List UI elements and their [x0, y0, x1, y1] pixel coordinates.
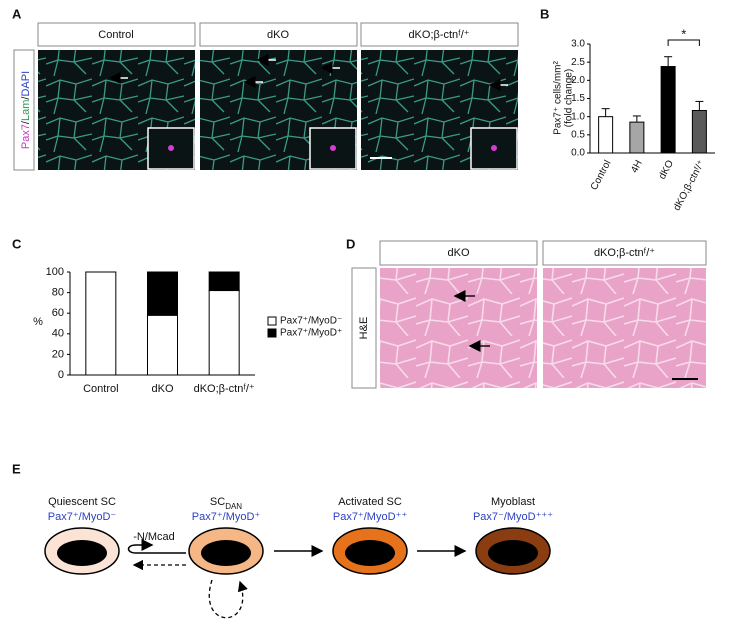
- edge-label: -N/Mcad: [133, 531, 175, 543]
- significance: *: [681, 26, 686, 41]
- column-header-box: [199, 22, 358, 47]
- pax7-cell: [168, 145, 174, 151]
- nucleus: [345, 540, 395, 566]
- stain-part: /: [20, 120, 32, 124]
- x-tick-label: dKO;β-ctnᶠ/⁺: [194, 383, 255, 395]
- nucleus: [201, 540, 251, 566]
- node-marker: Pax7⁺/MyoD⁺: [192, 511, 261, 523]
- y-tick-label: 1.5: [571, 93, 585, 104]
- significance-bracket: [667, 39, 700, 46]
- node-title: SCDAN: [210, 496, 242, 511]
- bar: [629, 121, 645, 154]
- stain-label: H&E: [358, 317, 370, 340]
- stain-part: /: [20, 96, 32, 100]
- bar-segment: [147, 314, 178, 376]
- node-marker: Pax7⁻/MyoD⁺⁺⁺: [473, 511, 553, 523]
- y-tick-label: 1.0: [571, 111, 585, 122]
- node-title: Activated SC: [338, 496, 402, 508]
- y-tick-label: 80: [52, 287, 64, 299]
- y-tick-label: 2.5: [571, 57, 585, 68]
- arrow-forward: [127, 539, 186, 554]
- inset: [147, 127, 195, 170]
- bar: [660, 66, 676, 154]
- stain-box: [13, 49, 35, 171]
- panel-label: E: [12, 461, 21, 476]
- y-tick-label: 2.0: [571, 75, 585, 86]
- bar-segment: [85, 271, 117, 376]
- panel-label: D: [346, 236, 355, 251]
- bar-segment: [208, 271, 240, 292]
- column-header: dKO;β-ctnᶠ/⁺: [408, 29, 469, 41]
- y-tick-label: 0.0: [571, 148, 585, 159]
- column-header-box: [542, 240, 707, 266]
- nucleus: [488, 540, 538, 566]
- legend-label: Pax7⁺/MyoD⁺: [280, 328, 342, 339]
- y-axis-label: Pax7⁺ cells/mm²: [553, 61, 564, 135]
- pax7-cell: [330, 145, 336, 151]
- x-tick-label: dKO: [151, 383, 173, 395]
- node-marker: Pax7⁺/MyoD⁺⁺: [333, 511, 407, 523]
- bar: [598, 116, 614, 154]
- legend-swatch: [267, 316, 277, 326]
- column-header-box: [37, 22, 196, 47]
- node-title: Quiescent SC: [48, 496, 116, 508]
- bar: [691, 109, 707, 154]
- panel-label: A: [12, 6, 22, 21]
- pax7-cell: [491, 145, 497, 151]
- column-header-box: [379, 240, 538, 266]
- legend-label: Pax7⁺/MyoD⁻: [280, 316, 342, 327]
- column-header: dKO: [267, 29, 289, 41]
- node-title: Myoblast: [491, 496, 535, 508]
- stain-part: DAPI: [20, 71, 32, 97]
- legend-swatch: [267, 328, 277, 338]
- bar-segment: [147, 271, 178, 316]
- y-tick-label: 3.0: [571, 39, 585, 50]
- y-tick-label: 0.5: [571, 129, 585, 140]
- y-tick-label: 100: [46, 266, 64, 278]
- column-header: dKO: [447, 247, 469, 259]
- panel-label: B: [540, 6, 549, 21]
- x-tick-label: dKO;β-ctnᶠ/⁺: [672, 158, 708, 212]
- node-title-sub: DAN: [225, 502, 242, 511]
- nucleus: [57, 540, 107, 566]
- y-tick-label: 40: [52, 328, 64, 340]
- histology-image: [380, 268, 537, 388]
- bar-segment: [208, 290, 240, 376]
- x-tick-label: 4H: [629, 158, 645, 174]
- y-tick-label: 60: [52, 307, 64, 319]
- stain-label: Pax7/Lam/DAPI: [20, 71, 32, 149]
- x-tick-label: Control: [589, 158, 614, 192]
- y-axis-label: (fold change): [564, 69, 575, 127]
- stain-part: Lam: [20, 100, 32, 121]
- node-title-base: SC: [210, 496, 225, 508]
- histology-image: [543, 268, 706, 388]
- column-header-box: [360, 22, 519, 47]
- node-marker: Pax7⁺/MyoD⁻: [48, 511, 117, 523]
- y-axis-label: %: [33, 316, 43, 328]
- self-renewal-loop: [208, 579, 248, 619]
- stain-part: Pax7: [20, 124, 32, 149]
- x-tick-label: Control: [83, 383, 118, 395]
- column-header: Control: [98, 29, 133, 41]
- stain-box: [351, 267, 377, 389]
- panel-label: C: [12, 236, 22, 251]
- y-tick-label: 0: [58, 369, 64, 381]
- x-tick-label: dKO: [657, 158, 676, 181]
- column-header: dKO;β-ctnᶠ/⁺: [594, 247, 655, 259]
- y-tick-label: 20: [52, 348, 64, 360]
